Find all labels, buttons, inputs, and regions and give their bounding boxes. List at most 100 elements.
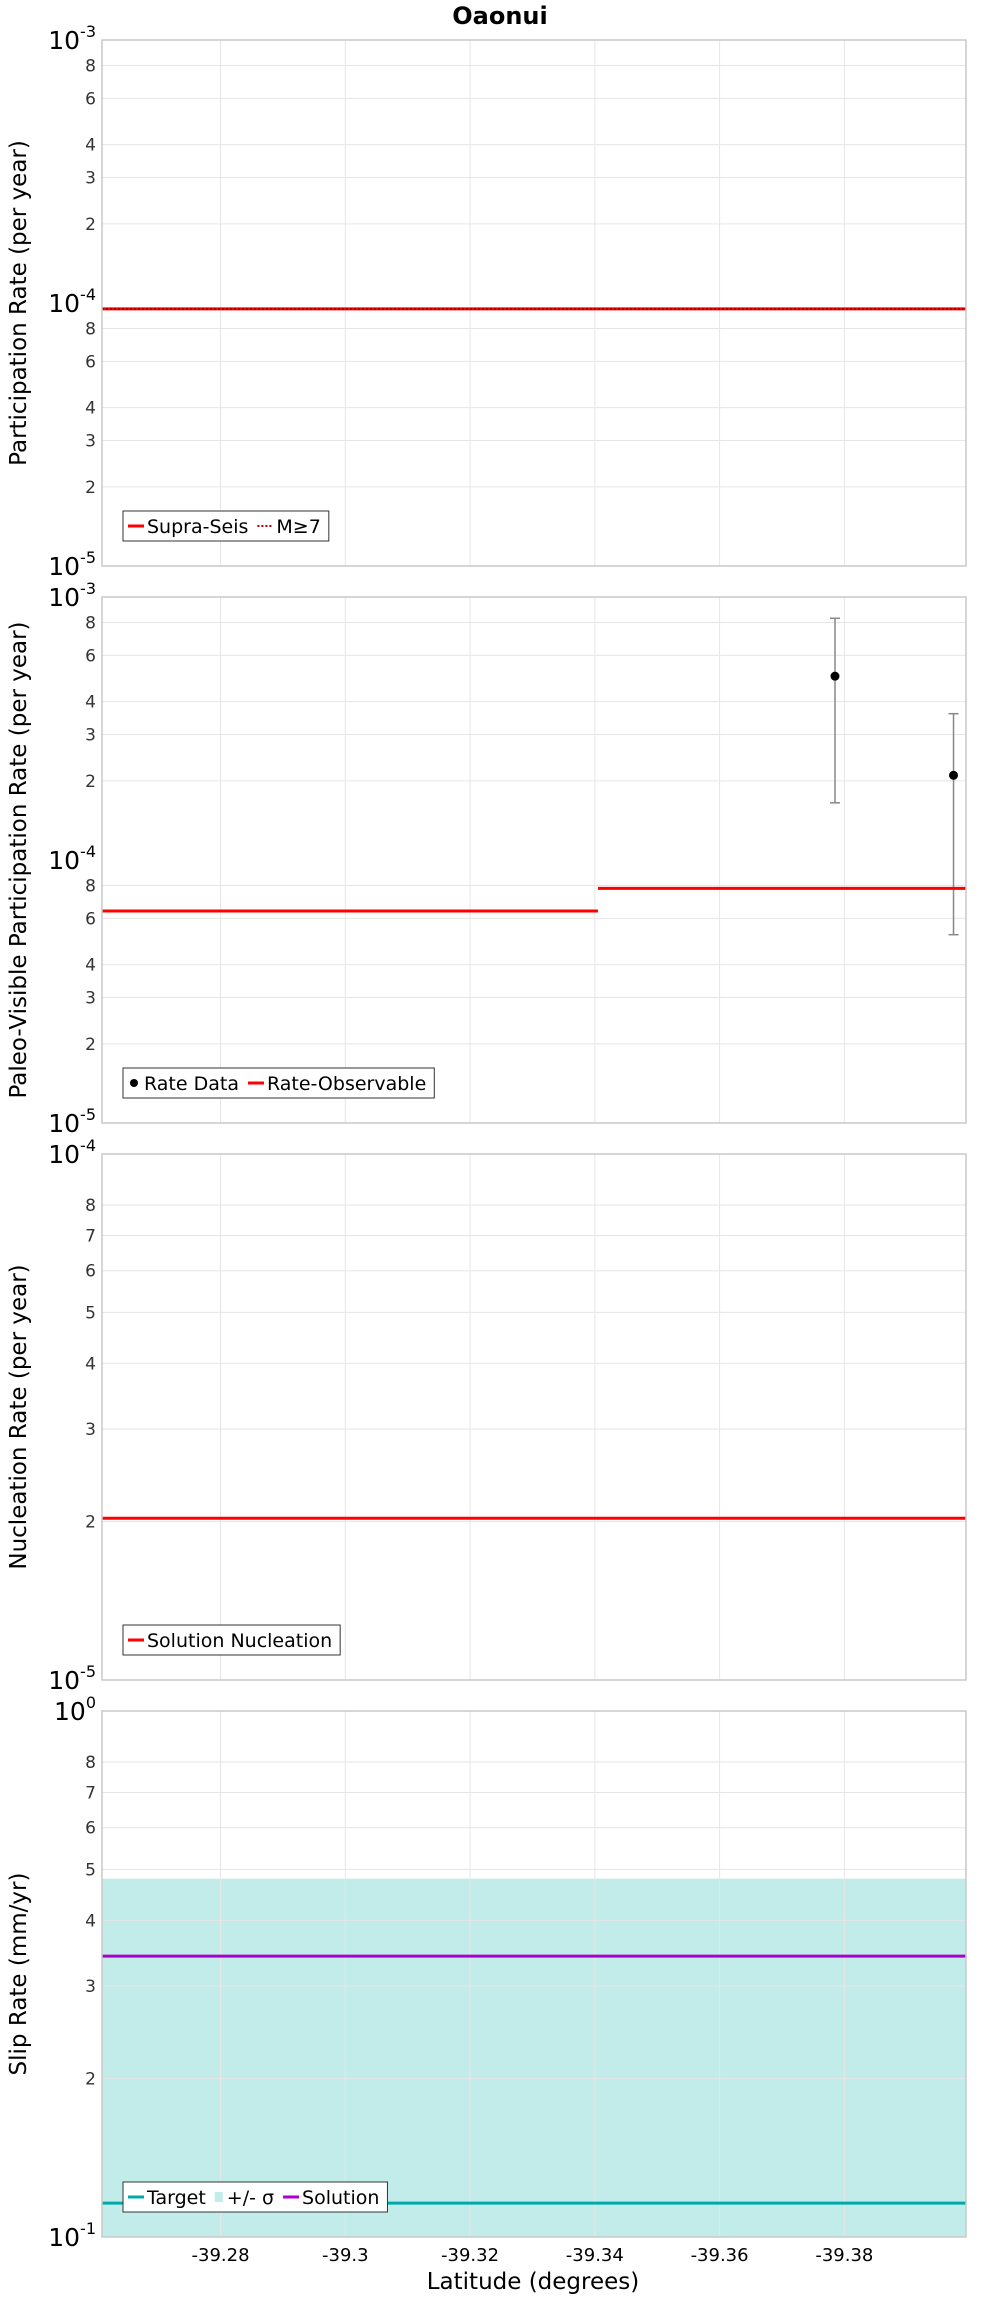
decade-exponent: -3: [80, 22, 96, 41]
y-tick-label: 4: [85, 1911, 96, 1931]
y-tick-label: 4: [85, 399, 96, 419]
legend: Solution Nucleation: [122, 1624, 341, 1656]
legend-label: Rate-Observable: [267, 1073, 426, 1095]
y-tick-label: 2: [85, 1035, 96, 1055]
rate-data-point-2: [948, 712, 959, 936]
x-axis-label: Latitude (degrees): [427, 2269, 640, 2295]
x-tick-label: -39.36: [691, 2245, 749, 2266]
legend-label: Solution Nucleation: [147, 1630, 332, 1652]
y-tick-label: 8: [85, 613, 96, 633]
legend-label: Solution: [302, 2187, 379, 2209]
x-tick-label: -39.3: [322, 2245, 369, 2266]
uncertainty-band: [102, 1878, 966, 2237]
legend-label: M≥7: [276, 516, 320, 538]
y-tick-label: 6: [85, 909, 96, 929]
legend-swatch-band: [214, 2192, 223, 2202]
plot-area: [102, 597, 966, 1123]
y-tick-label: 4: [85, 1354, 96, 1374]
x-tick-label: -39.32: [441, 2245, 499, 2266]
rate-data-point-1: [829, 617, 840, 804]
legend-label: Rate Data: [144, 1073, 239, 1095]
decade-base: 10: [48, 846, 80, 875]
y-tick-label: 2: [85, 478, 96, 498]
y-tick-label: 3: [85, 432, 96, 452]
y-tick-label: 4: [85, 693, 96, 713]
decade-exponent: -5: [80, 1662, 96, 1681]
legend-item-1: Supra-Seis: [128, 516, 248, 538]
legend-box: [122, 1067, 435, 1099]
legend-box: [122, 2181, 388, 2213]
y-tick-label: 7: [85, 1783, 96, 1803]
legend: Rate Data Rate-Observable: [122, 1067, 435, 1099]
legend-item-1: Rate Data: [130, 1073, 239, 1095]
y-tick-label: 8: [85, 319, 96, 339]
plot-frame: [101, 596, 967, 1124]
decade-base: 10: [48, 552, 80, 581]
legend-label: +/- σ: [227, 2187, 274, 2209]
y-tick-label: 3: [85, 169, 96, 189]
decade-base: 10: [48, 26, 80, 55]
y-tick-label-decade: 100: [54, 1693, 96, 1726]
y-tick-label: 3: [85, 1420, 96, 1440]
decade-base: 10: [48, 1666, 80, 1695]
y-tick-label: 6: [85, 1819, 96, 1839]
decade-exponent: -4: [80, 285, 96, 304]
y-tick-label: 7: [85, 1226, 96, 1246]
data-point: [949, 770, 959, 780]
decade-exponent: -4: [80, 1136, 96, 1155]
decade-exponent: -5: [80, 548, 96, 567]
y-tick-label-decade: 10-4: [48, 1136, 96, 1169]
legend-label: Supra-Seis: [147, 516, 248, 538]
plot-frame: [101, 1710, 967, 2238]
y-tick-label: 6: [85, 646, 96, 666]
figure-title: Oaonui: [452, 2, 547, 30]
legend: Supra-Seis M≥7: [122, 510, 330, 542]
y-axis-label: Nucleation Rate (per year): [6, 1264, 32, 1569]
y-tick-label: 8: [85, 1196, 96, 1216]
decade-exponent: -4: [80, 842, 96, 861]
y-tick-label: 6: [85, 352, 96, 372]
y-tick-label: 3: [85, 1977, 96, 1997]
y-tick-label: 3: [85, 989, 96, 1009]
y-tick-label: 4: [85, 136, 96, 156]
x-tick-label: -39.28: [192, 2245, 250, 2266]
decade-base: 10: [54, 1697, 86, 1726]
decade-exponent: -3: [80, 579, 96, 598]
y-tick-label-decade: 10-3: [48, 579, 96, 612]
x-tick-label: -39.38: [815, 2245, 873, 2266]
y-tick-label: 6: [85, 1262, 96, 1282]
decade-base: 10: [48, 583, 80, 612]
decade-exponent: -1: [80, 2219, 96, 2238]
decade-base: 10: [48, 289, 80, 318]
y-tick-label: 6: [85, 89, 96, 109]
decade-exponent: -5: [80, 1105, 96, 1124]
y-tick-label: 2: [85, 772, 96, 792]
y-tick-label: 2: [85, 215, 96, 235]
y-tick-label-decade: 10-5: [48, 1662, 96, 1695]
y-tick-label: 8: [85, 876, 96, 896]
legend-item-1: Solution Nucleation: [128, 1630, 332, 1652]
y-tick-label-decade: 10-3: [48, 22, 96, 55]
y-tick-label-decade: 10-1: [48, 2219, 96, 2252]
y-tick-label: 5: [85, 1303, 96, 1323]
legend-box: [122, 1624, 341, 1656]
y-tick-label: 2: [85, 1513, 96, 1533]
y-tick-label-decade: 10-4: [48, 842, 96, 875]
legend-label: Target: [146, 2187, 206, 2209]
legend-swatch-dot: [130, 1079, 138, 1087]
plot-frame: [101, 1153, 967, 1681]
legend-item-3: Solution: [283, 2187, 379, 2209]
y-tick-label: 2: [85, 2070, 96, 2090]
y-axis-label: Participation Rate (per year): [6, 140, 32, 466]
y-tick-label-decade: 10-4: [48, 285, 96, 318]
y-tick-label: 8: [85, 56, 96, 76]
decade-base: 10: [48, 1140, 80, 1169]
y-tick-label: 3: [85, 726, 96, 746]
decade-base: 10: [48, 2223, 80, 2252]
legend-box: [122, 510, 330, 542]
